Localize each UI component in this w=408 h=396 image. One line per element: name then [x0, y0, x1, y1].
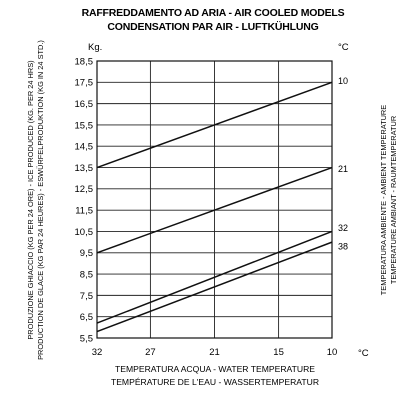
y-axis-label-line-2: PRODUCTION DE GLACE (KG PAR 24 HEURES) -…: [36, 40, 45, 360]
x-axis-label-line-1: TEMPERATURA ACQUA - WATER TEMPERATURE: [115, 364, 315, 374]
series-label-21: 21: [338, 164, 348, 174]
y-tick-label: 5,5: [80, 333, 93, 344]
series-label-38: 38: [338, 242, 348, 252]
chart-title-line-2: CONDENSATION PAR AIR - LUFTKÜHLUNG: [107, 20, 318, 33]
x-tick-label: 10: [327, 347, 338, 358]
y-tick-label: 18,5: [75, 56, 94, 67]
grid: [96, 60, 333, 339]
chart-title: RAFFREDDAMENTO AD ARIA - AIR COOLED MODE…: [82, 7, 345, 33]
y-axis-label-line-1: PRODUZIONE GHIACCIO (KG PER 24 ORE) - IC…: [26, 60, 35, 339]
right-axis-label-line-1: TEMPERATURA AMBIENTE - AMBIENT TEMPERATU…: [379, 105, 388, 295]
y-tick-label: 8,5: [80, 269, 93, 280]
y-tick-label: 6,5: [80, 312, 93, 323]
y-axis-unit: Kg.: [88, 42, 102, 53]
y-tick-label: 13,5: [75, 163, 94, 174]
series-labels: 10 21 32 38: [338, 76, 348, 252]
right-axis-label-line-2: TEMPERATURE AMBIANT - RAUMTEMPERATUR: [389, 116, 398, 284]
series-lines: [96, 81, 333, 333]
x-tick-labels: 32 27 21 15 10: [92, 347, 338, 358]
x-tick-label: 21: [209, 347, 220, 358]
series-line-21: [96, 166, 333, 254]
series-line-10: [96, 81, 333, 169]
y-tick-label: 14,5: [75, 142, 94, 153]
x-tick-label: 15: [273, 347, 284, 358]
x-tick-label: 32: [92, 347, 103, 358]
y-tick-label: 16,5: [75, 99, 94, 110]
series-label-32: 32: [338, 223, 348, 233]
series-line-38: [96, 241, 333, 333]
y-tick-label: 17,5: [75, 78, 94, 89]
y-tick-label: 12,5: [75, 184, 94, 195]
chart-title-line-1: RAFFREDDAMENTO AD ARIA - AIR COOLED MODE…: [82, 7, 345, 19]
series-label-10: 10: [338, 76, 348, 86]
y-tick-label: 11,5: [75, 206, 93, 217]
series-unit: °C: [338, 42, 349, 53]
y-tick-label: 9,5: [80, 248, 93, 259]
plot-frame: [96, 60, 333, 339]
y-tick-labels: 18,5 17,5 16,5 15,5 14,5 13,5 12,5 11,5 10,5 9,5 8…: [75, 56, 94, 344]
y-tick-label: 15,5: [75, 120, 94, 131]
x-axis-unit: °C: [358, 348, 369, 359]
y-tick-label: 7,5: [80, 291, 93, 302]
x-axis-label-line-2: TEMPÉRATURE DE L'EAU - WASSERTEMPERATUR: [111, 377, 319, 387]
y-tick-label: 10,5: [75, 227, 94, 238]
x-tick-label: 27: [145, 347, 156, 358]
series-line-32: [96, 230, 333, 324]
